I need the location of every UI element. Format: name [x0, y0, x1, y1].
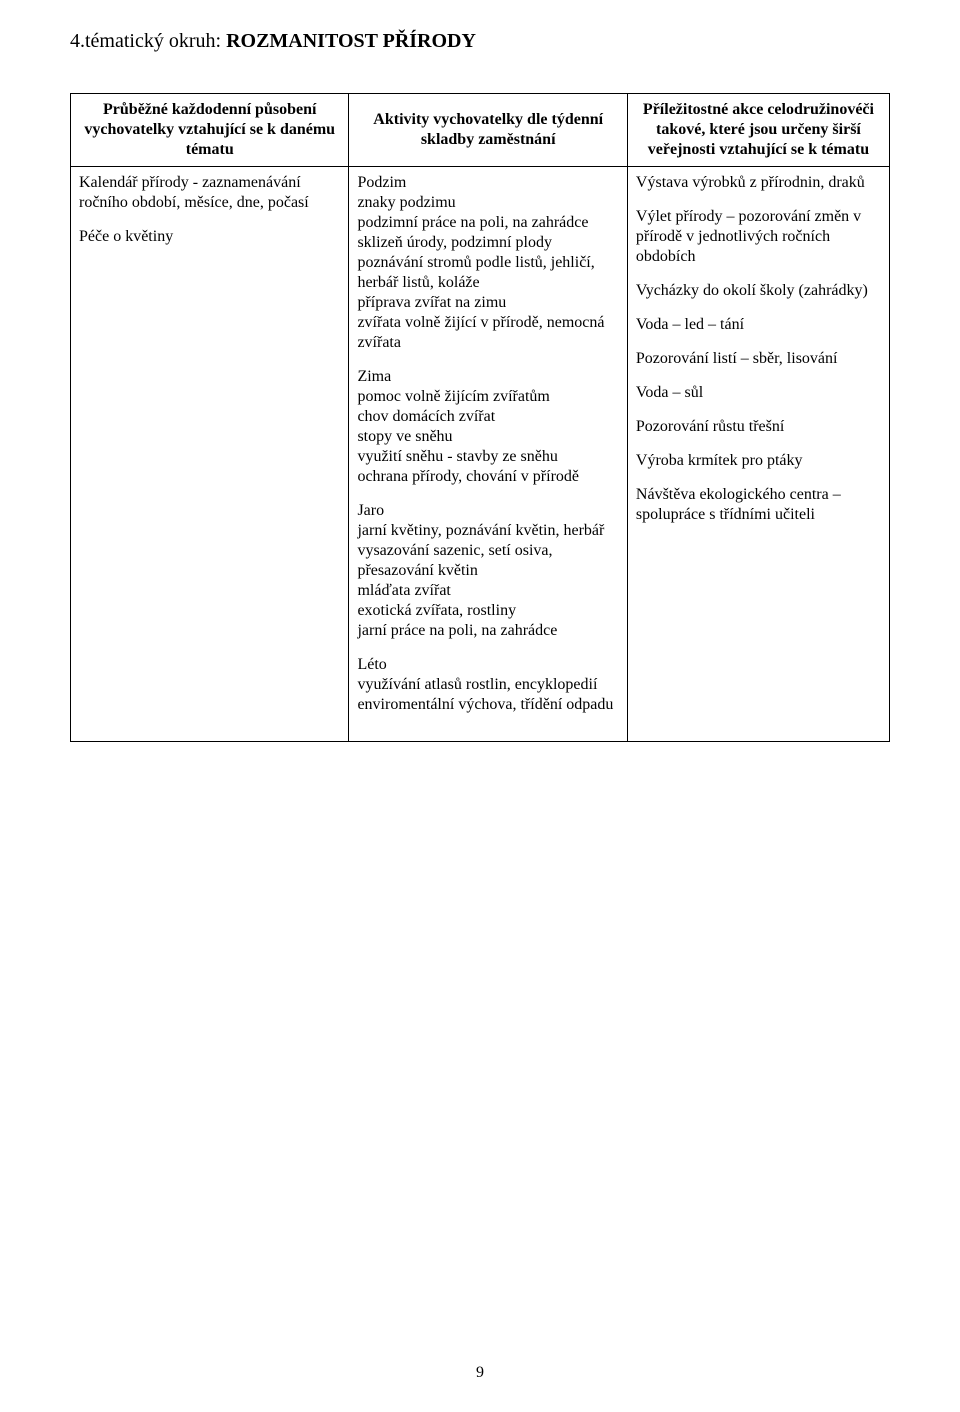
event-paragraph: Pozorování listí – sběr, lisování: [636, 349, 881, 369]
activity-line: pomoc volně žijícím zvířatům: [357, 387, 618, 407]
header-col3: Příležitostné akce celodružinovéči takov…: [627, 94, 889, 167]
event-paragraph: Vycházky do okolí školy (zahrádky): [636, 281, 881, 301]
activity-line: [357, 715, 618, 735]
activity-line: exotická zvířata, rostliny: [357, 601, 618, 621]
activity-line: mláďata zvířat: [357, 581, 618, 601]
title-main: ROZMANITOST PŘÍRODY: [226, 30, 476, 52]
cell-col2: Podzim znaky podzimu podzimní práce na p…: [349, 167, 627, 742]
col1-paragraph: Péče o květiny: [79, 227, 340, 247]
activity-line: využívání atlasů rostlin, encyklopedií: [357, 675, 618, 695]
event-paragraph: Výlet přírody – pozorování změn v přírod…: [636, 207, 881, 267]
activity-line: příprava zvířat na zimu: [357, 293, 618, 313]
activity-line: enviromentální výchova, třídění odpadu: [357, 695, 618, 715]
col1-paragraph: Kalendář přírody - zaznamenávání ročního…: [79, 173, 340, 213]
activity-line: jarní práce na poli, na zahrádce: [357, 621, 618, 641]
activity-line: sklizeň úrody, podzimní plody: [357, 233, 618, 253]
event-paragraph: Voda – led – tání: [636, 315, 881, 335]
header-col2: Aktivity vychovatelky dle týdenní skladb…: [349, 94, 627, 167]
event-paragraph: Výstava výrobků z přírodnin, draků: [636, 173, 881, 193]
season-heading-winter: Zima: [357, 367, 618, 387]
table-header-row: Průběžné každodenní působení vychovatelk…: [71, 94, 890, 167]
season-heading-summer: Léto: [357, 655, 618, 675]
table-body-row: Kalendář přírody - zaznamenávání ročního…: [71, 167, 890, 742]
event-paragraph: Výroba krmítek pro ptáky: [636, 451, 881, 471]
page-number: 9: [0, 1364, 960, 1382]
activity-line: podzimní práce na poli, na zahrádce: [357, 213, 618, 233]
activity-line: vysazování sazenic, setí osiva, přesazov…: [357, 541, 618, 581]
event-paragraph: Pozorování růstu třešní: [636, 417, 881, 437]
page: 4.tématický okruh: ROZMANITOST PŘÍRODY P…: [0, 0, 960, 1412]
event-paragraph: Návštěva ekologického centra – spoluprác…: [636, 485, 881, 525]
activity-line: ochrana přírody, chování v přírodě: [357, 467, 618, 487]
cell-col1: Kalendář přírody - zaznamenávání ročního…: [71, 167, 349, 742]
event-paragraph: Voda – sůl: [636, 383, 881, 403]
season-heading-spring: Jaro: [357, 501, 618, 521]
activity-line: chov domácích zvířat: [357, 407, 618, 427]
activity-line: jarní květiny, poznávání květin, herbář: [357, 521, 618, 541]
activity-line: využití sněhu - stavby ze sněhu: [357, 447, 618, 467]
activity-line: poznávání stromů podle listů, jehličí,: [357, 253, 618, 273]
activity-line: herbář listů, koláže: [357, 273, 618, 293]
activity-line: znaky podzimu: [357, 193, 618, 213]
activity-line: stopy ve sněhu: [357, 427, 618, 447]
content-table: Průběžné každodenní působení vychovatelk…: [70, 93, 890, 742]
title-prefix: 4.tématický okruh:: [70, 30, 226, 52]
season-heading-autumn: Podzim: [357, 173, 618, 193]
cell-col3: Výstava výrobků z přírodnin, draků Výlet…: [627, 167, 889, 742]
header-col1: Průběžné každodenní působení vychovatelk…: [71, 94, 349, 167]
activity-line: zvířata volně žijící v přírodě, nemocná …: [357, 313, 618, 353]
page-title: 4.tématický okruh: ROZMANITOST PŘÍRODY: [70, 30, 890, 53]
